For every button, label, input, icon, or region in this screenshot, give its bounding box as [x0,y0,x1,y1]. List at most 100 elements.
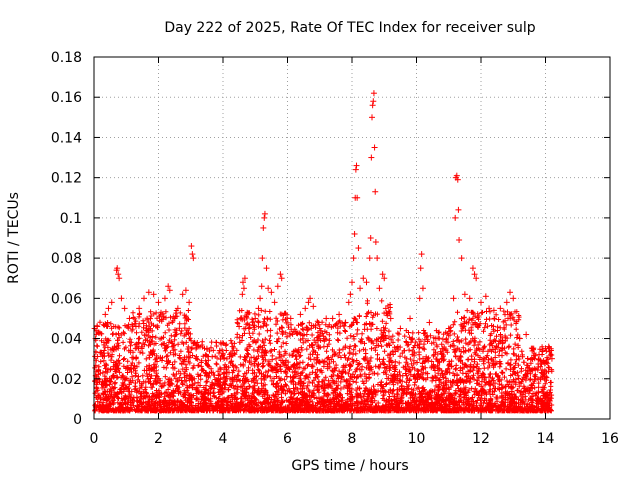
x-tick-label: 12 [472,431,490,447]
data-point [545,343,552,350]
data-point [469,265,476,272]
data-point [166,287,173,294]
data-point [277,271,284,278]
data-point [252,315,259,322]
data-point [116,275,123,282]
data-point [355,245,362,252]
y-axis-title: ROTI / TECUs [6,192,22,284]
data-point [367,235,374,241]
grid-lines [94,57,610,419]
data-point [259,255,266,262]
data-point [323,315,330,322]
data-point [548,355,555,362]
data-point [516,335,523,342]
data-point [397,325,404,332]
data-point [360,275,367,282]
data-point [115,271,122,278]
data-point [432,335,439,342]
data-point [363,279,370,286]
data-point [368,114,375,121]
data-point [161,295,168,302]
data-point [261,210,268,217]
data-point [426,319,433,326]
y-tick-label: 0.06 [51,291,82,307]
data-point [305,299,312,306]
data-point [372,239,379,246]
data-point [445,325,452,332]
data-point [97,349,104,356]
data-point [374,255,381,262]
data-points [91,90,555,362]
data-point [370,90,377,97]
data-point [454,176,461,183]
data-point [507,289,514,296]
data-point [182,287,189,294]
data-point [368,154,375,161]
data-point [478,299,484,306]
chart-title: Day 222 of 2025, Rate Of TEC Index for r… [164,20,535,36]
data-point [263,265,270,272]
data-point [382,305,389,312]
data-point [379,271,386,278]
data-point [452,214,459,221]
data-point [458,255,465,262]
data-point [186,299,193,306]
y-tick-label: 0.16 [51,90,82,106]
data-point [307,295,314,302]
data-point [417,265,424,272]
data-point [171,315,178,322]
data-point [461,291,468,298]
data-point [165,283,172,290]
data-point [239,291,246,298]
y-tick-label: 0.04 [51,332,82,348]
data-point [257,295,264,302]
data-point [216,347,223,354]
x-tick-label: 16 [601,431,619,447]
data-point [473,275,480,282]
x-tick-label: 10 [408,431,426,447]
data-point [189,251,196,258]
data-point [372,188,379,195]
data-point [297,311,304,318]
data-point [108,299,115,306]
data-point [357,285,364,292]
data-point [376,285,383,292]
data-point [190,255,197,262]
data-point [302,305,309,312]
data-point [416,295,423,302]
data-point [336,311,343,318]
data-point [121,305,128,312]
data-point [419,285,426,292]
data-point [329,315,336,322]
data-point [455,206,462,213]
data-point [150,291,157,298]
data-point [114,265,121,272]
data-point [136,305,143,312]
y-tick-label: 0.1 [60,211,82,227]
data-point [258,283,265,290]
data-point [188,243,195,250]
x-tick-label: 8 [348,431,357,447]
x-axis-title: GPS time / hours [291,458,408,474]
data-point [486,305,493,312]
x-tick-label: 2 [154,431,163,447]
data-point [369,102,376,109]
data-point [126,315,133,322]
data-point [536,351,543,358]
data-point [239,279,246,286]
y-tick-label: 0 [73,412,82,428]
data-point [349,279,355,286]
data-point [471,271,478,278]
background-scatter-cloud [92,298,555,414]
data-point [418,251,425,258]
data-point [316,325,323,332]
data-point [145,289,152,296]
data-point [352,166,359,173]
x-tick-label: 6 [283,431,292,447]
data-point [287,315,294,322]
data-point [155,299,162,306]
data-point [102,311,109,318]
data-point [229,343,236,350]
data-point [265,285,272,292]
